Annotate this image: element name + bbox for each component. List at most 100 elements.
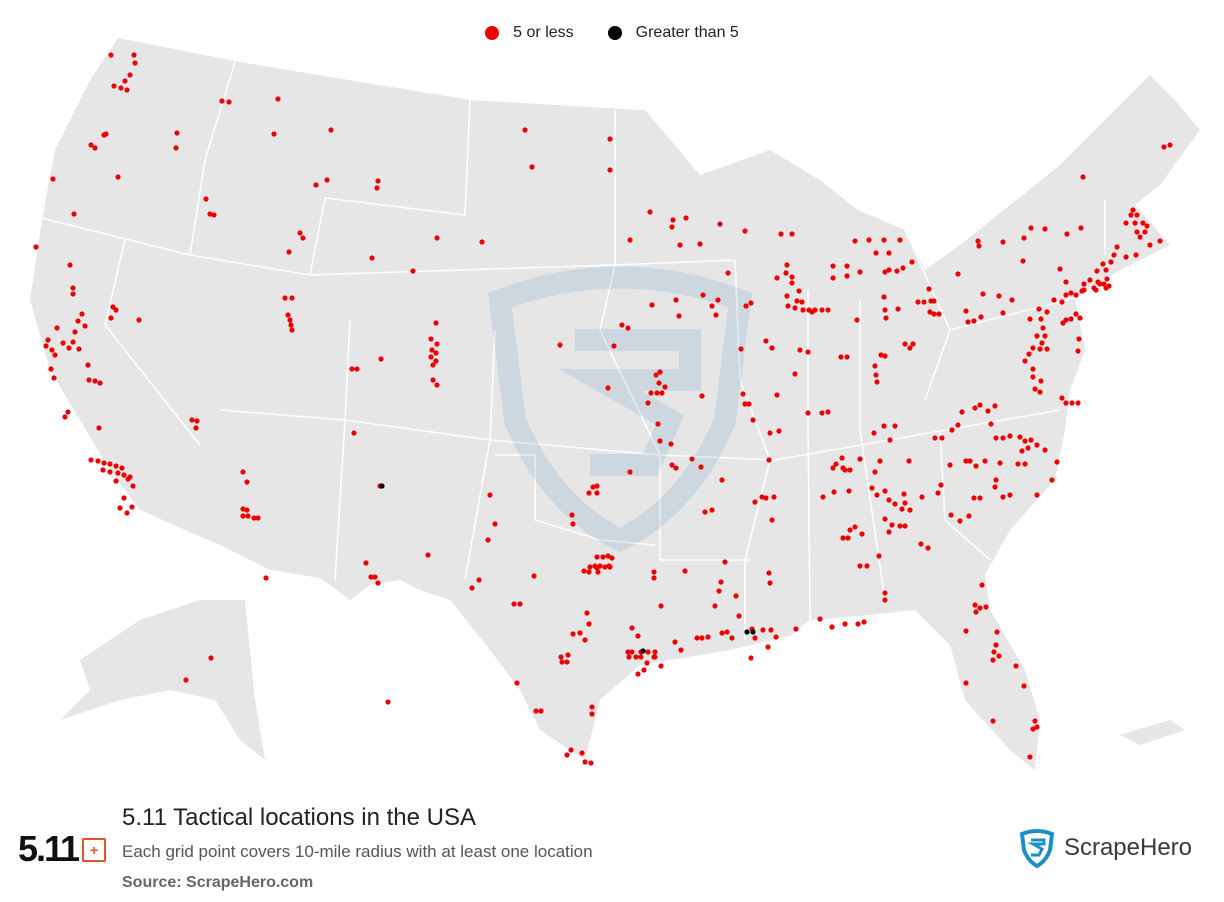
location-dot [793,626,799,632]
source-credit: Source: ScrapeHero.com [122,874,314,891]
location-dot [805,410,811,416]
location-dot [907,507,913,513]
location-dot [649,302,655,308]
location-dot [208,655,214,661]
location-dot [886,497,892,503]
location-dot [587,564,593,570]
location-dot [1133,252,1139,258]
location-dot [1134,229,1140,235]
location-dot [719,630,725,636]
location-dot [857,456,863,462]
location-dot [132,60,138,66]
location-dot [955,271,961,277]
location-dot [286,249,292,255]
location-dots [33,52,1173,766]
location-dot [635,671,641,677]
location-dot [778,231,784,237]
location-dot [51,375,57,381]
location-dot [1036,306,1042,312]
location-dot [1093,287,1099,293]
location-dot [1073,311,1079,317]
location-dot [872,363,878,369]
location-dot [1007,433,1013,439]
location-dot [1103,267,1109,273]
location-dot [909,259,915,265]
location-dot [1059,299,1065,305]
location-dot [378,356,384,362]
location-dot [855,621,861,627]
location-dot [988,421,994,427]
location-dot [838,354,844,360]
location-dot [374,185,380,191]
location-dot [434,235,440,241]
location-dot [897,237,903,243]
location-dot [976,243,982,249]
location-dot [271,131,277,137]
location-dot [476,577,482,583]
location-dot [993,435,999,441]
location-dot [773,634,779,640]
location-dot [774,275,780,281]
location-dot [203,196,209,202]
location-dot [428,354,434,360]
location-dot [902,523,908,529]
location-dot [869,485,875,491]
location-dot [776,428,782,434]
location-dot [785,303,791,309]
location-dot [697,241,703,247]
location-dot [183,677,189,683]
location-dot [244,507,250,513]
legend: 5 or less Greater than 5 [0,20,1224,46]
location-dot [819,410,825,416]
location-dot [769,517,775,523]
location-dot [1054,459,1060,465]
location-dot [189,417,195,423]
location-dot [564,752,570,758]
location-dot [582,759,588,765]
location-dot [71,211,77,217]
location-dot [1019,448,1025,454]
location-dot [193,425,199,431]
location-dot [830,275,836,281]
location-dot [794,298,800,304]
location-dot [1078,225,1084,231]
location-dot [825,409,831,415]
location-dot [529,164,535,170]
location-dot [351,430,357,436]
location-dot [979,582,985,588]
location-dot [766,570,772,576]
location-dot [600,554,606,560]
location-dot [977,402,983,408]
location-dot [1081,281,1087,287]
location-dot [50,176,56,182]
contiguous-us-landmass [30,38,1200,770]
location-dot [977,605,983,611]
location-dot [784,262,790,268]
location-dot [947,462,953,468]
location-dot [88,142,94,148]
location-dot [594,565,600,571]
location-dot [831,489,837,495]
location-dot [101,460,107,466]
location-dot [581,568,587,574]
location-dot [1161,144,1167,150]
location-dot [251,515,257,521]
location-dot [768,627,774,633]
location-dot [901,491,907,497]
location-dot [938,482,944,488]
location-dot [907,345,913,351]
location-dot [533,708,539,714]
location-dot [854,317,860,323]
location-dot [902,341,908,347]
location-dot [297,230,303,236]
location-dot [654,390,660,396]
location-dot [313,182,319,188]
location-dot [1140,220,1146,226]
location-dot [878,352,884,358]
location-dot [1030,726,1036,732]
legend-label-low: 5 or less [513,24,574,41]
location-dot [971,495,977,501]
location-dot [971,318,977,324]
location-dot [936,311,942,317]
scrapehero-brand: ScrapeHero [1018,828,1192,868]
